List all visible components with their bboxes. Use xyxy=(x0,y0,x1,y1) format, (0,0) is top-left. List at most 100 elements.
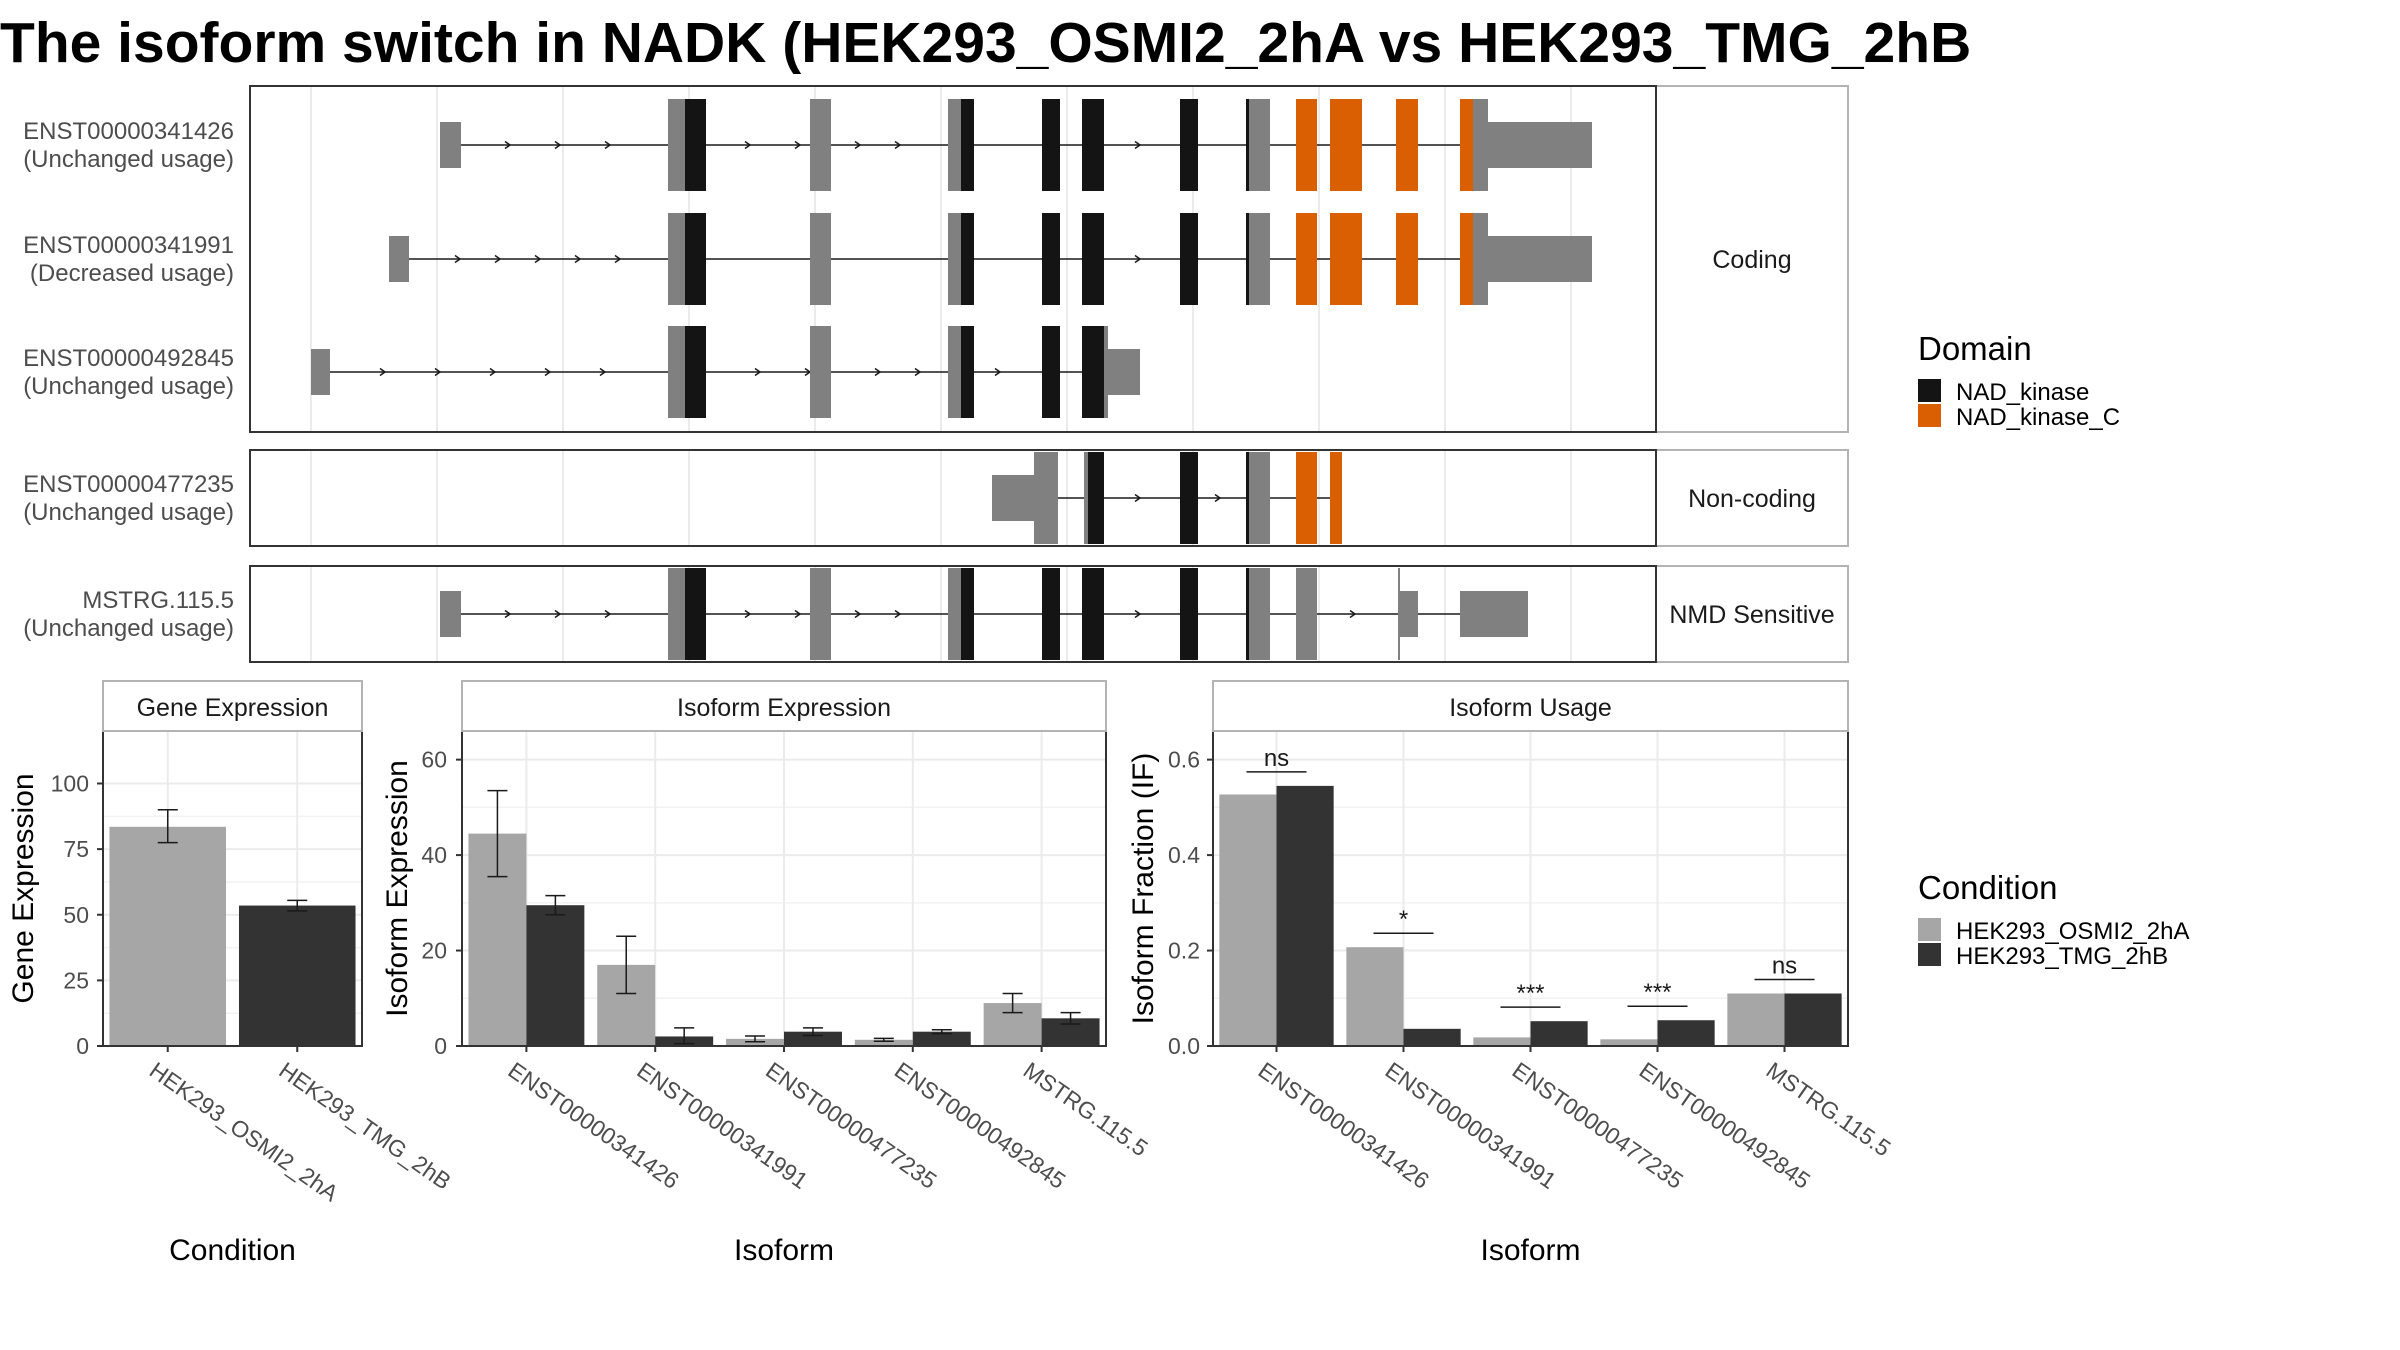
bar xyxy=(1219,794,1277,1046)
nad-kinase-c-domain-exon xyxy=(1296,99,1317,191)
error-bar xyxy=(157,809,178,844)
y-tick-label: 40 xyxy=(421,842,447,868)
panel-strip-label: Isoform Usage xyxy=(1449,694,1612,722)
x-tick-label: MSTRG.115.5 xyxy=(1762,1057,1896,1162)
domain-legend-label: NAD_kinase_C xyxy=(1956,404,2120,431)
strand-arrow xyxy=(544,367,552,377)
bar xyxy=(1530,1021,1588,1046)
significance-label: ns xyxy=(1264,745,1289,772)
panel-strip xyxy=(1212,680,1849,732)
strand-arrow xyxy=(494,254,502,264)
error-bar xyxy=(931,1029,952,1035)
nad-kinase-domain-exon xyxy=(1246,99,1249,191)
error-bar xyxy=(745,1035,766,1043)
y-tick-label: 25 xyxy=(63,967,89,993)
facet-strip-label: Coding xyxy=(1712,246,1791,274)
strand-arrow xyxy=(1134,493,1142,503)
facet-strip xyxy=(1655,565,1849,663)
coding-exon xyxy=(948,213,961,305)
nad-kinase-c-domain-exon xyxy=(1330,99,1362,191)
nad-kinase-domain-exon xyxy=(1042,99,1060,191)
coding-exon xyxy=(1034,452,1058,544)
strand-arrow xyxy=(744,140,752,150)
nad-kinase-domain-exon xyxy=(1246,568,1249,660)
bar xyxy=(1657,1020,1715,1046)
strand-arrow xyxy=(1134,254,1142,264)
y-tick-label: 75 xyxy=(63,836,89,862)
y-tick-label: 20 xyxy=(421,938,447,964)
transcript-usage-label: (Decreased usage) xyxy=(30,260,234,287)
facet-strip xyxy=(1655,85,1849,433)
y-tick-label: 50 xyxy=(63,902,89,928)
panel-strip xyxy=(461,680,1107,732)
error-bar xyxy=(487,789,508,878)
x-axis-title: Isoform xyxy=(1480,1234,1580,1267)
y-tick-label: 0 xyxy=(76,1033,89,1059)
transcript-id-label: MSTRG.115.5 xyxy=(82,587,234,614)
coding-exon xyxy=(1296,568,1317,660)
transcript-row xyxy=(440,99,1592,191)
structure-facet: NMD Sensitive xyxy=(249,565,1849,663)
structure-panel-background xyxy=(250,450,1656,546)
strand-arrow xyxy=(854,609,862,619)
y-tick-label: 100 xyxy=(51,771,89,797)
strand-arrow xyxy=(604,609,612,619)
nad-kinase-c-domain-exon xyxy=(1330,452,1342,544)
strand-arrow xyxy=(794,140,802,150)
nad-kinase-domain-exon xyxy=(1180,568,1198,660)
bar-chart-panel: 0255075100HEK293_OSMI2_2hAHEK293_TMG_2hB… xyxy=(7,680,456,1267)
nad-kinase-domain-exon xyxy=(1246,452,1249,544)
nad-kinase-c-domain-exon xyxy=(1296,213,1317,305)
error-bar xyxy=(1002,992,1023,1014)
x-tick-label: MSTRG.115.5 xyxy=(1019,1057,1153,1162)
utr-exon xyxy=(440,122,461,168)
significance-label: * xyxy=(1399,906,1408,933)
domain-legend-key xyxy=(1918,404,1941,427)
y-axis-title: Isoform Expression xyxy=(381,760,414,1017)
strand-arrow xyxy=(379,367,387,377)
panel-strip-label: Gene Expression xyxy=(137,694,329,722)
transcript-usage-label: (Unchanged usage) xyxy=(23,373,234,400)
transcript-structure-plot: Coding Non-coding NMD Sensitive xyxy=(249,85,1849,663)
coding-exon xyxy=(810,326,831,418)
nad-kinase-domain-exon xyxy=(961,99,974,191)
strand-arrow xyxy=(894,609,902,619)
bar xyxy=(109,826,227,1046)
utr-exon xyxy=(389,236,409,282)
coding-exon xyxy=(1473,213,1488,305)
nad-kinase-c-domain-exon xyxy=(1460,99,1473,191)
strand-arrow xyxy=(554,609,562,619)
strand-arrow xyxy=(794,609,802,619)
coding-exon xyxy=(1104,326,1108,418)
strand-arrow xyxy=(454,254,462,264)
structure-panel-border xyxy=(249,85,1657,433)
utr-exon xyxy=(440,591,461,637)
x-axis-title: Isoform xyxy=(734,1234,834,1267)
coding-exon xyxy=(668,99,685,191)
nad-kinase-c-domain-exon xyxy=(1296,452,1317,544)
nad-kinase-domain-exon xyxy=(961,326,974,418)
coding-exon xyxy=(948,326,961,418)
strand-arrow xyxy=(894,140,902,150)
strand-arrow xyxy=(534,254,542,264)
utr-exon xyxy=(992,475,1034,521)
strand-arrow xyxy=(754,367,762,377)
nad-kinase-domain-exon xyxy=(1246,213,1249,305)
y-tick-label: 0 xyxy=(434,1033,447,1059)
transcript-usage-label: (Unchanged usage) xyxy=(23,146,234,173)
panel-strip xyxy=(102,680,363,732)
strand-arrow xyxy=(504,609,512,619)
error-bar xyxy=(616,935,637,995)
nad-kinase-domain-exon xyxy=(685,568,706,660)
bar-chart-panel: 0.00.20.40.6 ns**** ***nsENST00000341426EN… xyxy=(1127,680,1896,1267)
utr-exon xyxy=(1488,236,1592,282)
facet-strip-label: NMD Sensitive xyxy=(1669,601,1834,629)
transcript-usage-label: (Unchanged usage) xyxy=(23,499,234,526)
coding-exon xyxy=(810,213,831,305)
condition-legend-key xyxy=(1918,943,1941,966)
coding-exon xyxy=(668,568,685,660)
strand-arrow xyxy=(614,254,622,264)
domain-legend-key xyxy=(1918,379,1941,402)
y-tick-label: 60 xyxy=(421,747,447,773)
